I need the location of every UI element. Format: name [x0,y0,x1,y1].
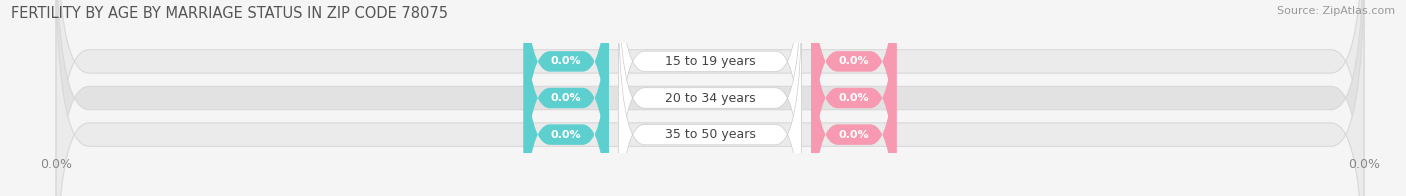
FancyBboxPatch shape [619,0,801,196]
FancyBboxPatch shape [523,0,609,196]
Text: 20 to 34 years: 20 to 34 years [665,92,755,104]
FancyBboxPatch shape [523,0,609,196]
FancyBboxPatch shape [523,0,609,196]
Text: 0.0%: 0.0% [551,130,582,140]
FancyBboxPatch shape [56,0,1364,196]
Text: 0.0%: 0.0% [838,130,869,140]
Text: 15 to 19 years: 15 to 19 years [665,55,755,68]
Text: 35 to 50 years: 35 to 50 years [665,128,755,141]
FancyBboxPatch shape [56,0,1364,196]
FancyBboxPatch shape [811,0,897,196]
Text: Source: ZipAtlas.com: Source: ZipAtlas.com [1277,6,1395,16]
Text: 0.0%: 0.0% [838,56,869,66]
FancyBboxPatch shape [619,0,801,196]
Text: 0.0%: 0.0% [551,93,582,103]
FancyBboxPatch shape [619,0,801,196]
FancyBboxPatch shape [811,0,897,196]
FancyBboxPatch shape [811,0,897,196]
Text: 0.0%: 0.0% [838,93,869,103]
FancyBboxPatch shape [56,0,1364,196]
Text: 0.0%: 0.0% [551,56,582,66]
Text: FERTILITY BY AGE BY MARRIAGE STATUS IN ZIP CODE 78075: FERTILITY BY AGE BY MARRIAGE STATUS IN Z… [11,6,449,21]
